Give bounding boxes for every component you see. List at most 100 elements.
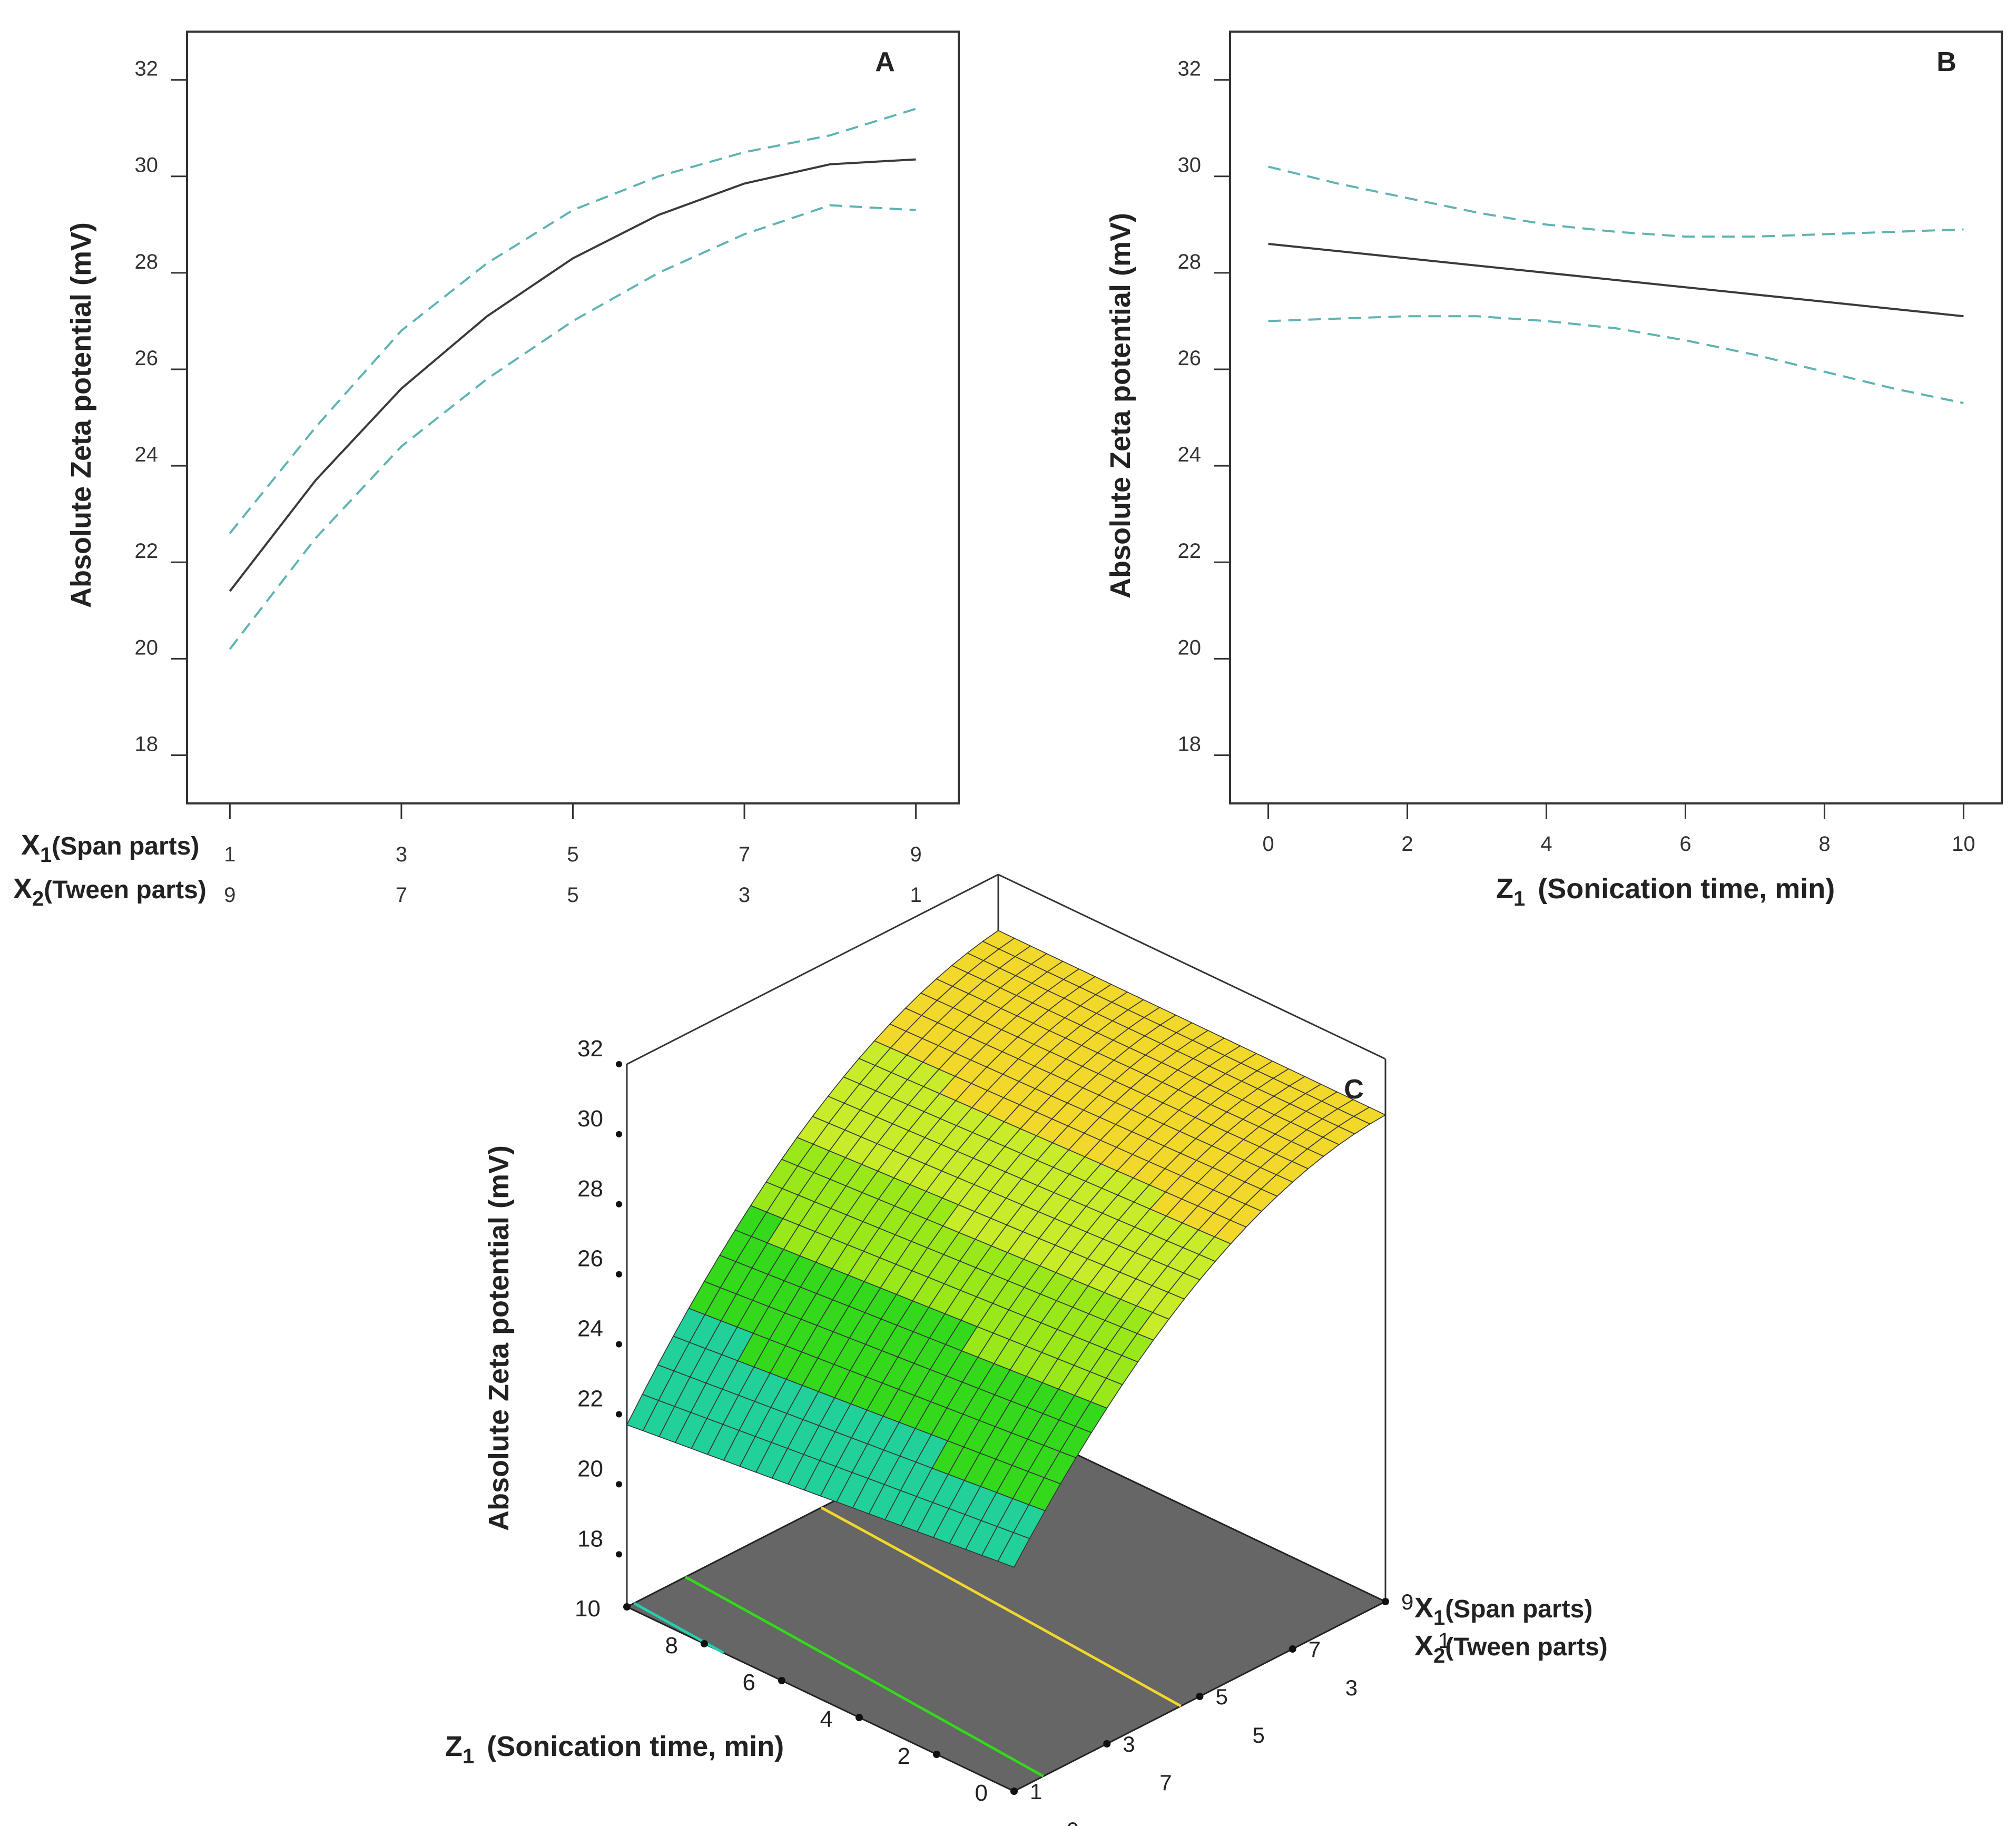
panel-c-contour-line bbox=[633, 1602, 725, 1654]
panel-c-z1-tick bbox=[855, 1714, 863, 1721]
panel-c-x1-tick-label: 3 bbox=[1123, 1732, 1135, 1756]
panel-b-x-tick-label: 4 bbox=[1540, 832, 1552, 856]
panel-b-plot-frame bbox=[1229, 31, 2003, 804]
panel-a-series-fit bbox=[229, 158, 916, 592]
panel-c-z1-tick-label: 8 bbox=[665, 1633, 678, 1658]
panel-a-x1-axis-title: X1(Span parts) bbox=[21, 829, 199, 867]
panel-c-box-edge bbox=[626, 873, 999, 1065]
panel-c-z1-axis: 0 2 4 6 8 10 bbox=[575, 1596, 1018, 1806]
panel-a-x2-tick-label: 1 bbox=[910, 883, 921, 907]
panel-a-y-tick-label: 18 bbox=[135, 732, 159, 755]
panel-a-x1-tick-label: 9 bbox=[910, 843, 921, 866]
panel-b-y-tick-label: 18 bbox=[1178, 732, 1202, 755]
panel-c-z1-tick bbox=[778, 1677, 785, 1684]
panel-c-x2-tick-label: 5 bbox=[1253, 1723, 1265, 1748]
panel-c-z1-tick-label: 0 bbox=[975, 1780, 988, 1806]
panel-a-x1-tick-label: 3 bbox=[396, 843, 407, 866]
panel-a-x2-tick-label: 9 bbox=[224, 883, 235, 907]
panel-b-x-tick-label: 6 bbox=[1679, 832, 1691, 856]
panel-a-series bbox=[229, 107, 917, 650]
panel-a-chart: 18 20 22 24 26 28 30 32 1 9 3 7 5 5 7 3 9 1 A Absolute Z… bbox=[13, 31, 960, 910]
panel-c-z-tick bbox=[616, 1131, 622, 1137]
panel-a-x1-tick-label: 5 bbox=[567, 843, 578, 866]
panel-b-series-upper-ci bbox=[1268, 165, 1964, 238]
panel-a-y-tick-label: 20 bbox=[135, 636, 159, 659]
panel-a-x2-axis-title: X2(Tween parts) bbox=[13, 873, 206, 910]
panel-b-series-fit bbox=[1268, 242, 1964, 318]
panel-c-z-tick-label: 26 bbox=[577, 1246, 603, 1272]
panel-c-contours bbox=[633, 1506, 1182, 1778]
panel-a-y-tick-label: 30 bbox=[135, 154, 159, 177]
panel-c-z-tick-label: 22 bbox=[577, 1386, 603, 1412]
panel-c-x1-axis-title: X1(Span parts) bbox=[1414, 1592, 1592, 1629]
panel-b-series-lower-ci bbox=[1268, 315, 1964, 404]
panel-c-z1-tick-label: 6 bbox=[743, 1670, 755, 1695]
panel-c-x1-tick-label: 7 bbox=[1309, 1637, 1321, 1662]
panel-a-x1-tick-label: 1 bbox=[224, 843, 235, 866]
panel-c-surface-cell bbox=[997, 1532, 1030, 1568]
panel-c-z1-tick bbox=[701, 1640, 708, 1647]
panel-b-x-tick-label: 0 bbox=[1262, 832, 1274, 856]
panel-a-y-axis-title: Absolute Zeta potential (mV) bbox=[65, 222, 97, 608]
panel-a-y-tick-label: 28 bbox=[135, 250, 159, 273]
panel-b-y-tick-label: 20 bbox=[1178, 636, 1202, 659]
panel-b-x-tick-label: 2 bbox=[1401, 832, 1413, 856]
panel-c-x-tick bbox=[1103, 1740, 1111, 1748]
panel-c-z1-tick bbox=[933, 1751, 940, 1758]
panel-a-x-axis: 1 9 3 7 5 5 7 3 9 1 bbox=[224, 803, 922, 907]
panel-c-label: C bbox=[1344, 1074, 1364, 1105]
panel-c-z-tick bbox=[616, 1411, 622, 1418]
panel-b-y-axis: 18 20 22 24 26 28 30 32 bbox=[1178, 57, 1230, 756]
panel-c-x2-tick-label: 7 bbox=[1159, 1770, 1172, 1795]
panel-a-y-tick-label: 24 bbox=[135, 443, 159, 466]
panel-b-x-tick-label: 8 bbox=[1818, 832, 1830, 856]
panel-b-series bbox=[1268, 165, 1964, 404]
panel-b-x-axis: 0 2 4 6 8 10 bbox=[1262, 803, 1975, 856]
panel-a-y-tick-label: 32 bbox=[135, 57, 159, 81]
panel-c-x2-tick-label: 3 bbox=[1345, 1675, 1358, 1700]
panel-c-z-axis: 18 20 22 24 26 28 30 32 bbox=[577, 1036, 622, 1558]
panel-a-x1-tick-label: 7 bbox=[739, 843, 750, 866]
panel-b-y-tick-label: 22 bbox=[1178, 539, 1202, 563]
panel-c-x1-tick-label: 5 bbox=[1216, 1684, 1228, 1709]
panel-b-y-tick-label: 32 bbox=[1178, 57, 1202, 81]
panel-c-z1-tick-label: 4 bbox=[820, 1706, 833, 1732]
panel-c-z-tick bbox=[616, 1271, 622, 1278]
panel-c-x2-tick-label: 1 bbox=[1438, 1628, 1450, 1653]
panel-a-y-tick-label: 22 bbox=[135, 539, 159, 563]
panel-a-x2-tick-label: 3 bbox=[739, 883, 750, 907]
panel-a-label: A bbox=[875, 47, 895, 77]
panel-c-z-tick-label: 20 bbox=[577, 1456, 603, 1481]
panel-c-x2-axis-title: X2(Tween parts) bbox=[1414, 1630, 1608, 1667]
panel-c-z1-tick bbox=[623, 1603, 631, 1611]
panel-b-y-tick-label: 24 bbox=[1178, 443, 1202, 466]
panel-c-z1-axis-title: Z1 (Sonication time, min) bbox=[445, 1731, 784, 1768]
panel-b-label: B bbox=[1936, 47, 1956, 77]
panel-a-y-tick-label: 26 bbox=[135, 347, 159, 370]
panel-c-z-tick-label: 18 bbox=[577, 1526, 603, 1552]
panel-c-z-tick bbox=[616, 1061, 622, 1067]
panel-a-y-axis: 18 20 22 24 26 28 30 32 bbox=[135, 57, 187, 756]
panel-c-z-tick-label: 28 bbox=[577, 1176, 603, 1202]
panel-c-z-tick bbox=[616, 1201, 622, 1207]
panel-a-x2-tick-label: 7 bbox=[396, 883, 407, 907]
panel-c-z-axis-title: Absolute Zeta potential (mV) bbox=[483, 1145, 515, 1531]
panel-c-contour-line bbox=[820, 1506, 1182, 1707]
panel-c-x-tick bbox=[1196, 1693, 1204, 1700]
panel-a-series-lower-ci bbox=[229, 204, 916, 650]
panel-c-z-tick-label: 32 bbox=[577, 1036, 603, 1062]
panel-c-z-tick-label: 30 bbox=[577, 1106, 603, 1132]
panel-c-z-tick bbox=[616, 1341, 622, 1348]
panel-c-x1-tick-label: 9 bbox=[1401, 1589, 1413, 1614]
panel-c-x-tick bbox=[1382, 1598, 1389, 1605]
panel-c-x2-tick-label: 9 bbox=[1067, 1818, 1079, 1826]
panel-b-y-tick-label: 28 bbox=[1178, 250, 1202, 273]
panel-b-x-axis-title: Z1 (Sonication time, min) bbox=[1496, 873, 1835, 910]
panel-c-z1-tick-label: 10 bbox=[575, 1596, 601, 1622]
panel-a-x2-tick-label: 5 bbox=[567, 883, 578, 907]
panel-c-z-tick bbox=[616, 1481, 622, 1488]
